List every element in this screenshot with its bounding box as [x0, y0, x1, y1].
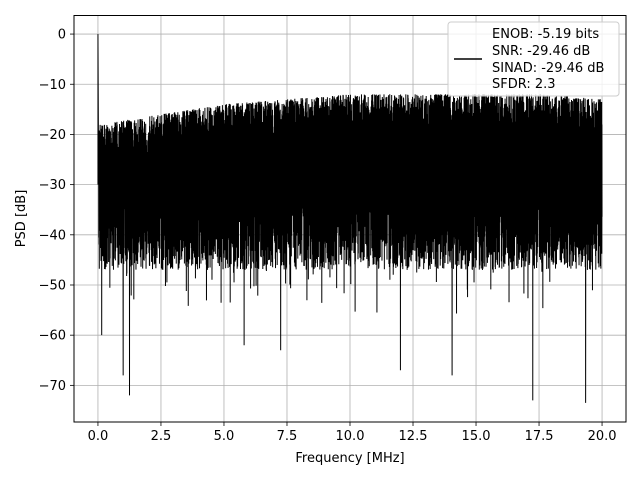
x-axis-label: Frequency [MHz] — [295, 451, 404, 466]
x-axis-ticks: 0.0 2.5 5.0 7.5 10.0 12.5 15.0 17.5 20.0 — [88, 422, 617, 444]
x-tick-label: 2.5 — [151, 429, 172, 444]
x-tick-label: 15.0 — [462, 429, 491, 444]
y-tick-label: −50 — [39, 278, 66, 293]
y-tick-label: −20 — [39, 128, 66, 143]
y-axis-label: PSD [dB] — [14, 190, 29, 248]
legend-entry-enob: ENOB: -5.19 bits — [492, 27, 599, 42]
legend-box — [447, 21, 620, 97]
x-tick-label: 5.0 — [214, 429, 235, 444]
legend-entry-sinad: SINAD: -29.46 dB — [492, 61, 604, 76]
plot-area — [97, 34, 603, 403]
y-axis-ticks: 0 −10 −20 −30 −40 −50 −60 −70 — [39, 28, 74, 394]
x-tick-label: 7.5 — [277, 429, 298, 444]
y-tick-label: −40 — [39, 228, 66, 243]
y-tick-label: −10 — [39, 78, 66, 93]
x-tick-label: 12.5 — [399, 429, 428, 444]
x-tick-label: 20.0 — [588, 429, 617, 444]
psd-series-line — [97, 34, 603, 403]
x-tick-label: 10.0 — [336, 429, 365, 444]
legend-entry-sfdr: SFDR: 2.3 — [492, 77, 556, 92]
y-tick-label: −30 — [39, 178, 66, 193]
x-tick-label: 17.5 — [525, 429, 554, 444]
legend: ENOB: -5.19 bits SNR: -29.46 dB SINAD: -… — [447, 21, 620, 97]
y-tick-label: −60 — [39, 329, 66, 344]
y-tick-label: −70 — [39, 379, 66, 394]
x-tick-label: 0.0 — [88, 429, 109, 444]
y-tick-label: 0 — [58, 28, 66, 43]
legend-entry-snr: SNR: -29.46 dB — [492, 44, 590, 59]
